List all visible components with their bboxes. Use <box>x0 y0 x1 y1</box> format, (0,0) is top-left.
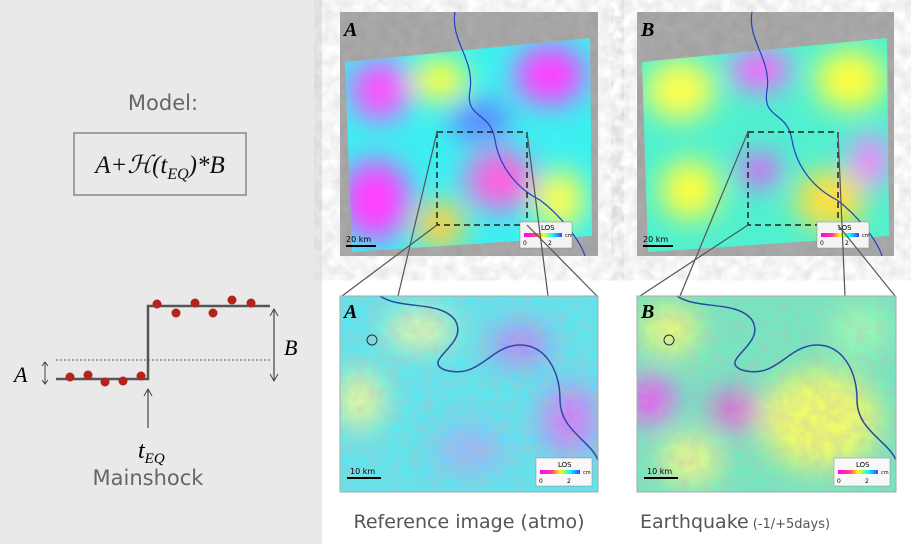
point <box>101 378 110 387</box>
legend-unit: cm <box>583 470 591 476</box>
blob <box>535 170 585 230</box>
point <box>209 309 218 318</box>
caption-right-main: Earthquake <box>640 511 749 533</box>
panel-top-a: A 20 km LOS cm 0 2 <box>340 12 598 260</box>
caption-right-note: (-1/+5days) <box>753 517 830 532</box>
formula-tail: )*B <box>187 152 225 179</box>
legend-max: 2 <box>548 240 552 247</box>
legend-unit: cm <box>862 233 870 239</box>
scale-label: 20 km <box>346 235 371 244</box>
blob <box>515 45 585 105</box>
offset-label: A <box>12 362 28 387</box>
blob <box>660 160 720 220</box>
point <box>172 309 181 318</box>
time-caption: Mainshock <box>93 466 205 490</box>
legend-min: 0 <box>837 478 841 485</box>
panel-label: B <box>640 19 654 41</box>
panel-label: A <box>342 301 357 323</box>
colorbar <box>838 470 878 474</box>
panel-label: A <box>342 19 357 41</box>
step-label: B <box>284 335 297 360</box>
legend-max: 2 <box>567 478 571 485</box>
model-label: Model: <box>128 91 198 115</box>
blob <box>412 58 468 102</box>
formula-main: A+ℋ(t <box>93 152 168 179</box>
legend-max: 2 <box>845 240 849 247</box>
legend-unit: cm <box>565 233 573 239</box>
legend-title: LOS <box>856 461 870 469</box>
legend-min: 0 <box>820 240 824 247</box>
scale-label: 10 km <box>647 467 672 476</box>
point <box>153 300 162 309</box>
colorbar <box>524 233 562 237</box>
point <box>84 371 93 380</box>
panel-bottom-b: B 10 km LOS cm 0 2 <box>625 296 896 492</box>
caption-left: Reference image (atmo) <box>354 511 585 533</box>
blob <box>795 170 865 230</box>
blob <box>850 135 890 185</box>
point <box>247 299 256 308</box>
blob <box>350 60 410 120</box>
formula: A+ℋ(tEQ)*B <box>93 152 225 183</box>
legend-unit: cm <box>881 470 889 476</box>
legend-title: LOS <box>558 461 572 469</box>
panel-label: B <box>640 301 654 323</box>
scale-label: 20 km <box>643 235 668 244</box>
blob <box>730 50 790 90</box>
point <box>119 377 128 386</box>
point <box>191 299 200 308</box>
slide: Model: A+ℋ(tEQ)*B A B tEQ Mainshock A 20… <box>0 0 911 544</box>
colorbar <box>540 470 580 474</box>
panel-bottom-a: A 10 km LOS cm 0 2 <box>335 296 600 492</box>
legend-min: 0 <box>539 478 543 485</box>
legend-min: 0 <box>523 240 527 247</box>
legend-title: LOS <box>541 224 555 232</box>
time-subscript: EQ <box>144 451 165 467</box>
blob <box>740 155 780 185</box>
panel-top-b: B 20 km LOS cm 0 2 <box>637 12 895 260</box>
colorbar <box>821 233 859 237</box>
blob <box>815 50 885 110</box>
scale-label: 10 km <box>350 467 375 476</box>
legend-max: 2 <box>865 478 869 485</box>
point <box>137 372 146 381</box>
point <box>228 296 237 305</box>
blob <box>450 100 510 140</box>
point <box>66 373 75 382</box>
blob <box>645 60 715 120</box>
formula-subscript: EQ <box>166 166 189 183</box>
caption-right: Earthquake (-1/+5days) <box>640 511 830 533</box>
